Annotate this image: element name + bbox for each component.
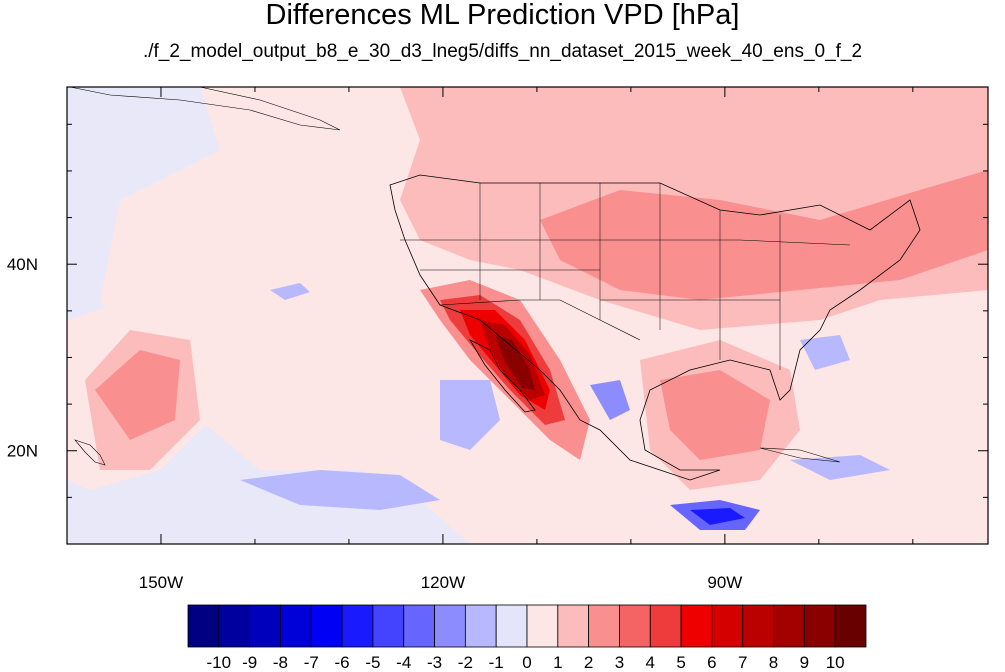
colorbar-swatch [711,604,744,648]
colorbar-label: -4 [396,653,411,672]
colorbar-label: -5 [365,653,380,672]
colorbar-swatch [310,604,343,648]
colorbar-label: -1 [489,653,504,672]
colorbar-swatch [557,604,590,648]
us-mexico-border [439,299,641,341]
colorbar-swatch [218,604,251,648]
mexico-negative-patch [590,380,630,420]
east-pacific-negative-patch [440,380,500,450]
colorbar-label: -7 [304,653,319,672]
map-frame [66,86,989,545]
colorbar-label: 4 [646,653,655,672]
colorbar-label: 2 [584,653,593,672]
colorbar-swatch [649,604,682,648]
map-field [67,87,988,544]
pacific-small-negative [270,283,310,300]
colorbar-label: 10 [826,653,845,672]
hawaii-core [95,350,180,440]
lat-label: 40N [7,255,38,274]
axis-tick-labels: 150W 120W 90W 40N 20N [7,255,743,592]
chart-title: Differences ML Prediction VPD [hPa] [265,0,740,31]
colorbar [187,604,867,648]
colorbar-label: -2 [458,653,473,672]
cuba-outline [759,447,841,463]
colorbar-swatch [834,604,867,648]
colorbar-swatch [464,604,497,648]
colorbar-label: -9 [242,653,257,672]
colorbar-label: -10 [207,653,232,672]
colorbar-swatch [680,604,713,648]
state-borders [400,183,851,370]
colorbar-swatch [341,604,374,648]
caribbean-east-negative [790,455,890,480]
colorbar-label: 6 [707,653,716,672]
colorbar-labels: -10 -9 -8 -7 -6 -5 -4 -3 -2 -1 0 1 2 3 4 5 6 7 8 9 10 [207,653,845,672]
colorbar-swatch [588,604,620,648]
lat-label: 20N [7,442,38,461]
colorbar-label: 0 [522,653,531,672]
colorbar-label: 9 [800,653,809,672]
central-california-baja-peak [495,335,535,390]
lon-label: 90W [707,573,742,592]
colorbar-swatch [619,604,651,648]
colorbar-label: 8 [769,653,778,672]
north-america-coastline [389,174,921,481]
colorbar-label: 3 [615,653,624,672]
colorbar-label: -3 [427,653,442,672]
colorbar-swatch [187,604,220,648]
colorbar-swatch [403,604,435,648]
atlantic-negative-patch [800,335,850,370]
colorbar-label: 1 [553,653,562,672]
colorbar-swatch [280,604,312,648]
baja-coastline [468,339,536,413]
alaska-coastline [69,87,341,131]
hawaii-islands [74,439,106,466]
colorbar-label: -6 [335,653,350,672]
colorbar-label: -8 [273,653,288,672]
colorbar-swatch [495,604,528,648]
colorbar-swatch [526,604,559,648]
central-us-positive-band [540,170,988,300]
caribbean-negative-patch [690,508,745,525]
colorbar-swatch [249,604,281,648]
axis-ticks [66,87,988,545]
gulf-core [660,370,770,460]
colorbar-swatch [434,604,466,648]
colorbar-label: 7 [738,653,747,672]
colorbar-swatch [372,604,405,648]
lon-label: 150W [139,573,183,592]
tropical-pacific-negative-band [240,470,440,510]
lon-label: 120W [421,573,465,592]
colorbar-swatch [773,604,805,648]
colorbar-swatch [742,604,774,648]
colorbar-swatch [803,604,836,648]
colorbar-label: 5 [676,653,685,672]
chart-subtitle: ./f_2_model_output_b8_e_30_d3_lneg5/diff… [142,41,863,62]
